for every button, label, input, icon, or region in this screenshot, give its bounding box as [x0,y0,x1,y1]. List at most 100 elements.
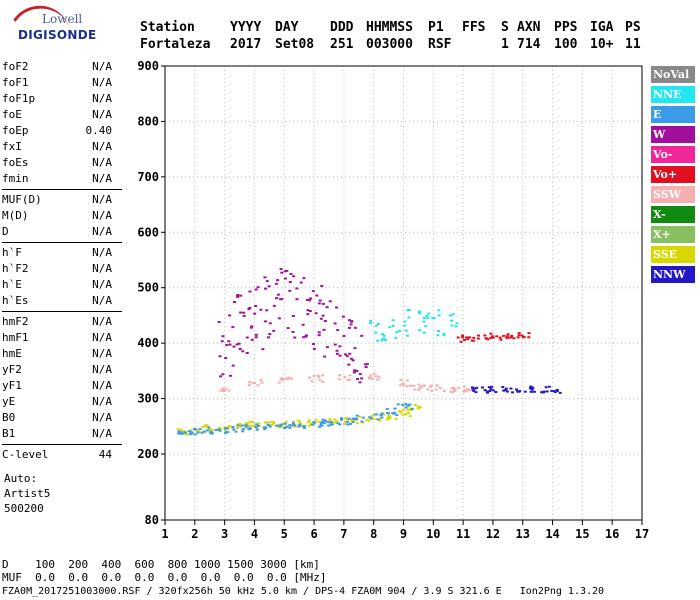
data-point [222,390,226,393]
data-point [476,337,480,340]
data-point [177,430,181,433]
data-point [218,429,222,432]
data-point [335,306,339,309]
param-row: foE N/A [2,108,112,123]
header-label-day: DAY [275,20,299,35]
data-point [401,408,405,411]
data-point [422,320,426,323]
data-point [261,348,265,351]
data-point [318,378,322,381]
data-point [361,416,365,419]
data-point [426,388,430,391]
data-point [325,346,329,349]
y-tick-label: 300 [137,392,159,406]
data-point [401,413,405,416]
data-point [274,282,278,285]
data-point [550,389,554,392]
data-point [552,390,556,393]
x-tick-label: 5 [281,527,288,541]
data-point [335,349,339,352]
data-point [207,428,211,431]
data-point [360,420,364,423]
data-point [288,289,292,292]
header-label-station: Station [140,20,195,35]
data-point [347,326,351,329]
data-point [527,332,531,335]
data-point [408,384,412,387]
data-point [341,315,345,318]
data-point [259,378,263,381]
data-point [293,336,297,339]
data-point [280,271,284,274]
data-point [254,288,258,291]
data-point [380,412,384,415]
data-point [238,422,242,425]
data-point [195,429,199,432]
legend-vo+: Vo+ [651,166,695,183]
data-point [268,421,272,424]
auto-version: 500200 [4,502,44,515]
data-point [283,422,287,425]
data-point [245,336,249,339]
x-tick-label: 7 [340,527,347,541]
data-point [290,377,294,380]
data-point [239,294,243,297]
x-tick-label: 12 [486,527,500,541]
data-point [254,333,258,336]
data-point [436,330,440,333]
data-point [249,326,253,329]
data-point [224,387,228,390]
data-point [483,389,487,392]
data-point [442,334,446,337]
data-point [380,339,384,342]
data-point [358,373,362,376]
data-point [471,387,475,390]
data-point [491,336,495,339]
data-point [187,430,191,433]
data-point [242,311,246,314]
data-point [330,423,334,426]
data-point [268,322,272,325]
header-value-pps: 100 [554,37,578,52]
data-point [306,309,310,312]
data-point [502,334,506,337]
data-point [416,407,420,410]
data-point [257,422,261,425]
data-point [406,309,410,312]
data-point [227,340,231,343]
data-point [486,338,490,341]
data-point [489,336,493,339]
data-point [489,332,493,335]
data-point [299,281,303,284]
data-point [292,275,296,278]
legend-noval: NoVal [651,66,695,83]
data-point [232,300,236,303]
data-point [376,418,380,421]
data-point [255,427,259,430]
data-point [375,324,379,327]
data-point [555,389,559,392]
data-point [499,338,503,341]
data-point [474,391,478,394]
data-point [289,272,293,275]
param-value: N/A [92,156,112,169]
data-point [370,377,374,380]
data-point [436,334,440,337]
param-key: foF1p [2,92,36,105]
data-point [355,369,359,372]
data-point [370,414,374,417]
data-point [214,428,218,431]
data-point [292,424,296,427]
param-row: D N/A [2,225,112,240]
data-point [520,334,524,337]
legend-nne: NNE [651,86,695,103]
data-point [309,297,313,300]
data-point [335,352,339,355]
data-point [291,314,295,317]
data-point [394,336,398,339]
data-point [248,420,252,423]
data-point [316,374,320,377]
data-point [541,391,545,394]
data-point [284,420,288,423]
data-point [180,432,184,435]
